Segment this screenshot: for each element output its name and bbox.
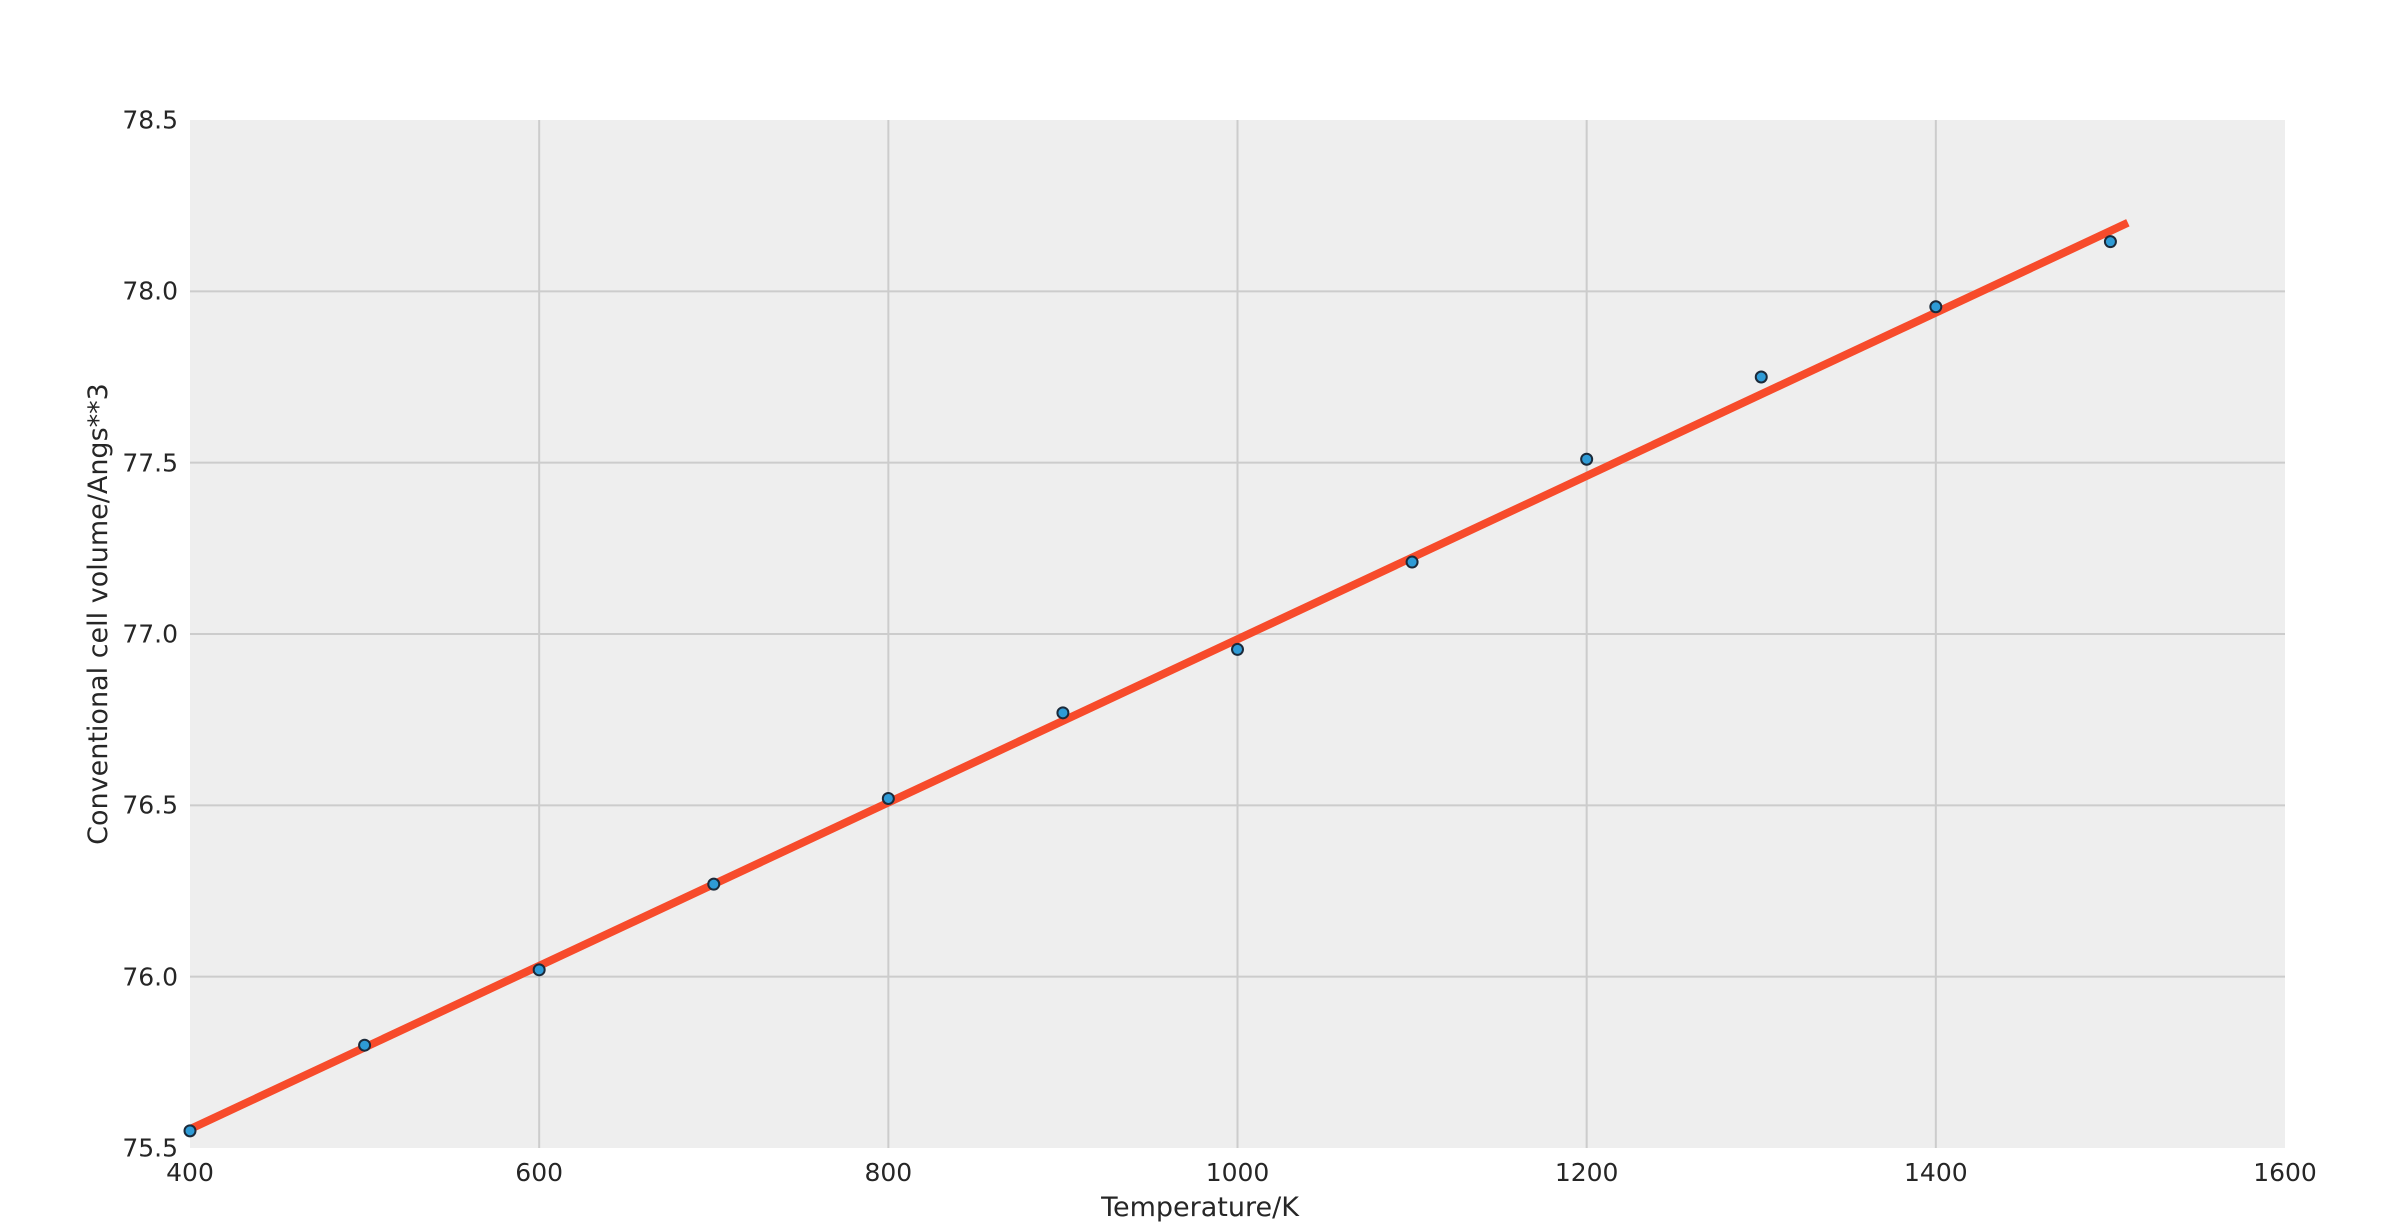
y-tick-label: 76.0 xyxy=(122,962,178,992)
data-point xyxy=(1405,555,1419,569)
y-tick-label: 77.5 xyxy=(122,448,178,478)
y-tick-label: 75.5 xyxy=(122,1133,178,1163)
data-point xyxy=(1929,300,1943,314)
fit-line xyxy=(188,219,2130,1133)
x-tick-label: 400 xyxy=(166,1158,214,1187)
y-tick-label: 78.0 xyxy=(122,276,178,306)
data-point xyxy=(1580,452,1594,466)
y-tick-label: 78.5 xyxy=(122,105,178,135)
y-tick-label: 77.0 xyxy=(122,619,178,649)
data-point xyxy=(358,1038,372,1052)
data-point xyxy=(1056,706,1070,720)
data-point xyxy=(532,963,546,977)
x-tick-label: 1400 xyxy=(1904,1158,1968,1187)
gridlines xyxy=(190,120,2285,1148)
y-tick-label: 76.5 xyxy=(122,790,178,820)
plot-area xyxy=(183,120,2285,1148)
x-tick-label: 800 xyxy=(864,1158,913,1187)
x-tick-label: 1000 xyxy=(1205,1158,1270,1187)
data-point xyxy=(2103,235,2117,249)
y-axis-label-wrapper: Conventional cell volume/Angs**3 xyxy=(0,0,114,1228)
x-axis-label: Temperature/K xyxy=(1101,1192,1299,1223)
x-tick-label: 1600 xyxy=(2253,1158,2317,1187)
data-point xyxy=(707,877,721,891)
fit-line-group xyxy=(188,219,2130,1133)
x-tick-label: 1200 xyxy=(1554,1158,1619,1187)
plot-canvas xyxy=(183,120,2285,1148)
data-point-group xyxy=(183,235,2117,1138)
data-point xyxy=(881,791,895,805)
x-tick-label: 600 xyxy=(515,1158,564,1187)
data-point xyxy=(1754,370,1768,384)
data-point xyxy=(1231,642,1244,656)
data-point xyxy=(183,1124,197,1138)
y-axis-label: Conventional cell volume/Angs**3 xyxy=(82,383,114,845)
